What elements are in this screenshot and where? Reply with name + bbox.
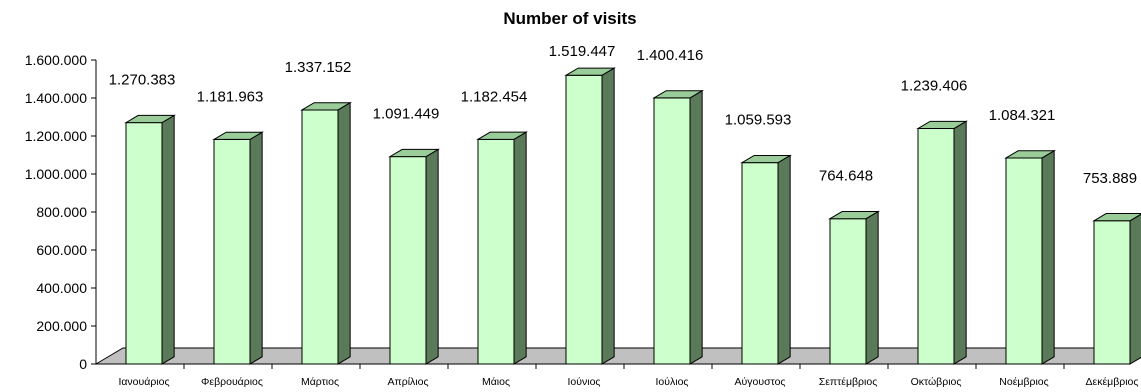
- data-label: 1.091.449: [373, 106, 440, 123]
- bar-front-face: [301, 109, 339, 365]
- bar-top-face: [300, 102, 352, 111]
- bar: [124, 114, 176, 365]
- bar: [388, 148, 440, 365]
- bar-front-face: [917, 128, 955, 365]
- y-tick-label: 0: [79, 356, 87, 372]
- data-label: 753.889: [1083, 170, 1137, 187]
- data-label: 1.239.406: [901, 78, 968, 95]
- y-tick-label: 400.000: [36, 280, 87, 296]
- y-tick-label: 800.000: [36, 204, 87, 220]
- x-tick-label: Οκτώβριος: [911, 376, 962, 388]
- bar-side-face: [337, 101, 351, 365]
- data-label: 1.059.593: [725, 112, 792, 129]
- y-tick-label: 600.000: [36, 242, 87, 258]
- x-tick-label: Μάρτιος: [301, 376, 339, 388]
- bar-front-face: [741, 162, 779, 365]
- x-tick-label: Ιανουάριος: [118, 376, 169, 388]
- x-tick-label: Ιούνιος: [568, 376, 601, 388]
- bar-top-face: [124, 114, 176, 124]
- bar-top-face: [212, 131, 264, 140]
- bar-side-face: [953, 120, 967, 365]
- data-label: 1.084.321: [989, 107, 1056, 124]
- bar-top-face: [740, 154, 792, 164]
- bar-top-face: [564, 67, 616, 76]
- data-label: 1.182.454: [461, 88, 528, 105]
- bar-front-face: [565, 74, 603, 365]
- bar-top-face: [828, 211, 880, 220]
- chart-title: Number of visits: [503, 9, 636, 28]
- bar: [828, 210, 880, 365]
- bar-side-face: [777, 154, 791, 365]
- bar-side-face: [1041, 149, 1055, 365]
- y-tick-label: 1.000.000: [25, 166, 87, 182]
- bar-front-face: [389, 156, 427, 365]
- bar-side-face: [425, 148, 439, 365]
- bar: [1004, 149, 1056, 365]
- bar-top-face: [388, 148, 440, 158]
- bar-front-face: [1093, 220, 1131, 365]
- x-tick-label: Αύγουστος: [735, 376, 786, 388]
- data-label: 1.400.416: [637, 47, 704, 64]
- bar-side-face: [249, 131, 263, 365]
- bar-front-face: [125, 122, 163, 365]
- y-tick-label: 1.400.000: [25, 90, 87, 106]
- bar-side-face: [513, 131, 527, 365]
- bar-side-face: [1129, 213, 1141, 365]
- x-tick-label: Μάιος: [482, 376, 510, 388]
- bar: [1092, 213, 1141, 365]
- x-tick-label: Δεκέμβριος: [1086, 376, 1139, 388]
- bar: [916, 120, 968, 365]
- bar: [652, 89, 704, 365]
- data-label: 1.270.383: [109, 72, 176, 89]
- bar-top-face: [916, 120, 968, 130]
- x-tick-label: Φεβρουάριος: [201, 376, 263, 388]
- bar-top-face: [1092, 213, 1141, 222]
- bar: [740, 154, 792, 365]
- bar-top-face: [1004, 150, 1056, 159]
- bar: [564, 67, 616, 365]
- bar-front-face: [213, 138, 251, 365]
- data-label: 1.519.447: [549, 43, 616, 60]
- y-tick-label: 1.200.000: [25, 128, 87, 144]
- bar-top-face: [652, 90, 704, 99]
- bar: [476, 131, 528, 365]
- bar-side-face: [689, 89, 703, 365]
- x-tick-label: Ιούλιος: [656, 376, 689, 388]
- bar-front-face: [829, 218, 867, 365]
- x-tick-label: Σεπτέμβριος: [819, 376, 878, 388]
- x-tick-label: Απρίλιος: [387, 376, 428, 388]
- y-tick-label: 200.000: [36, 318, 87, 334]
- data-label: 764.648: [819, 168, 873, 185]
- bar: [300, 101, 352, 365]
- bar-top-face: [476, 131, 528, 140]
- y-tick-label: 1.600.000: [25, 52, 87, 68]
- bar-side-face: [865, 210, 879, 365]
- bar-side-face: [601, 67, 615, 365]
- data-label: 1.337.152: [285, 59, 352, 76]
- bar-side-face: [161, 114, 175, 365]
- data-label: 1.181.963: [197, 88, 264, 105]
- bar-front-face: [653, 97, 691, 365]
- bar-front-face: [1005, 157, 1043, 365]
- bar: [212, 131, 264, 365]
- bar-front-face: [477, 138, 515, 365]
- x-tick-label: Νοέμβριος: [999, 376, 1048, 388]
